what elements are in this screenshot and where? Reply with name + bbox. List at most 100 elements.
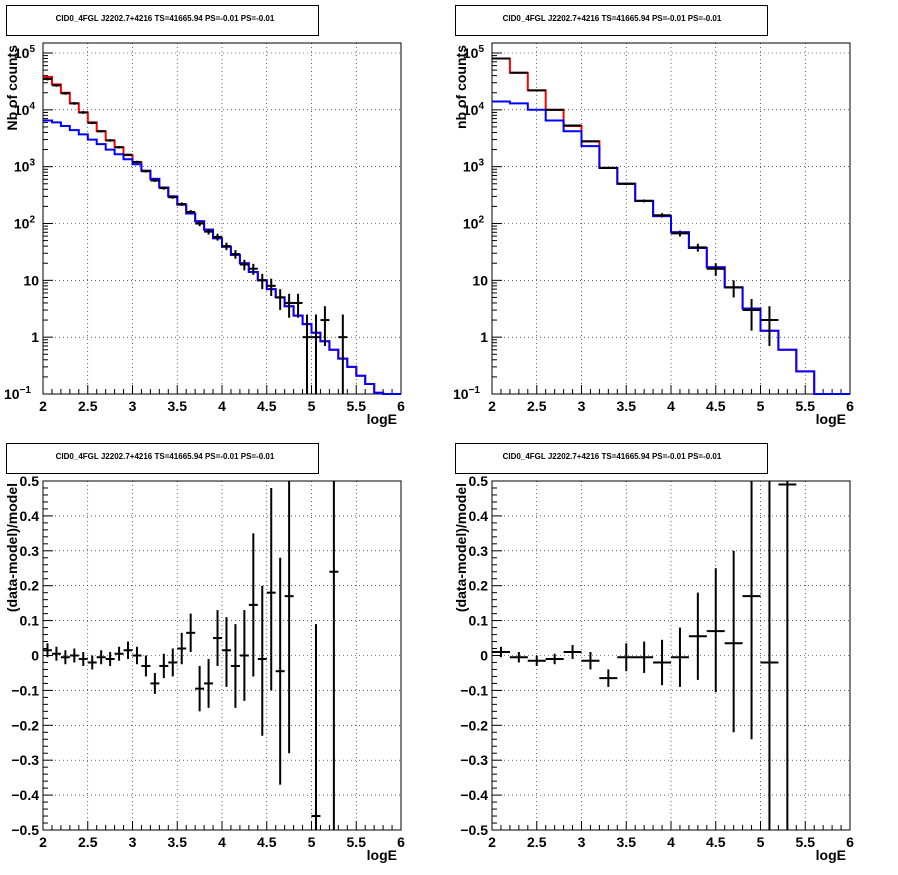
data-point	[545, 108, 564, 111]
data-point	[275, 557, 285, 785]
data-point	[177, 202, 187, 206]
y-tick-label: 0.1	[469, 613, 489, 629]
data-point	[257, 585, 267, 736]
data-point	[688, 243, 707, 252]
x-tick-label: 3	[578, 398, 586, 414]
data-point	[78, 111, 88, 114]
x-tick-label: 2.5	[78, 834, 98, 850]
x-tick-label: 4	[667, 398, 675, 414]
chart-title: CID0_4FGL J2202.7+4216 TS=41665.94 PS=-0…	[56, 452, 275, 461]
data-point	[527, 655, 546, 666]
x-tick-label: 3	[129, 834, 137, 850]
data-point	[760, 481, 779, 830]
y-tick-label: 104	[463, 101, 485, 118]
data-point	[545, 653, 564, 665]
data-point	[284, 293, 294, 318]
x-tick-label: 5	[308, 834, 316, 850]
data-point	[60, 650, 70, 665]
y-tick-label: 0.2	[469, 578, 489, 594]
y-tick-label: −0.4	[11, 787, 39, 803]
y-tick-label: 10	[23, 272, 39, 288]
x-tick-label: 2	[39, 834, 47, 850]
data-point	[213, 610, 223, 666]
y-tick-label: −0.3	[11, 752, 39, 768]
data-point	[195, 221, 205, 227]
data-point	[509, 652, 528, 663]
data-point	[230, 624, 240, 708]
x-tick-label: 5	[757, 398, 765, 414]
data-point	[87, 121, 97, 125]
x-tick-label: 5.5	[796, 398, 816, 414]
data-point	[248, 263, 258, 275]
x-tick-label: 3.5	[617, 834, 637, 850]
y-tick-label: 103	[14, 158, 36, 175]
data-point	[509, 71, 528, 74]
x-tick-label: 2.5	[78, 398, 98, 414]
model-series-source	[43, 119, 401, 395]
data-point	[320, 306, 330, 346]
title-box	[455, 443, 768, 474]
data-point	[581, 652, 600, 670]
data-point	[114, 146, 124, 149]
data-point	[329, 481, 339, 830]
data-point	[123, 153, 133, 157]
data-point	[311, 314, 321, 394]
data-point	[302, 314, 312, 394]
data-point	[266, 278, 276, 297]
x-tick-label: 4	[218, 834, 226, 850]
data-point	[123, 641, 133, 659]
title-box	[6, 5, 319, 36]
y-tick-label: 1	[480, 329, 488, 345]
chart-title: CID0_4FGL J2202.7+4216 TS=41665.94 PS=-0…	[503, 452, 722, 461]
x-tick-label: 2.5	[527, 398, 547, 414]
data-point	[96, 130, 106, 133]
data-point	[42, 643, 52, 658]
title-box	[6, 443, 319, 474]
data-point	[141, 170, 151, 173]
y-tick-label: 0.3	[20, 543, 40, 559]
x-tick-label: 4.5	[706, 398, 726, 414]
data-point	[239, 610, 249, 701]
chart-panel-4: CID0_4FGL J2202.7+4216 TS=41665.94 PS=-0…	[453, 443, 854, 863]
x-tick-label: 5.5	[796, 834, 816, 850]
data-point	[51, 83, 61, 87]
data-point	[168, 648, 178, 677]
data-point	[706, 568, 725, 693]
chart-panel-3: CID0_4FGL J2202.7+4216 TS=41665.94 PS=-0…	[4, 443, 405, 863]
data-point	[230, 250, 240, 259]
x-axis-label: logE	[816, 847, 846, 863]
data-point	[78, 652, 88, 666]
x-tick-label: 6	[397, 834, 405, 850]
plot-frame	[491, 480, 851, 831]
x-tick-label: 3.5	[168, 398, 188, 414]
x-tick-label: 3	[578, 834, 586, 850]
chart-title: CID0_4FGL J2202.7+4216 TS=41665.94 PS=-0…	[503, 14, 722, 23]
data-point	[195, 665, 205, 712]
title-box	[455, 5, 768, 36]
y-tick-label: 10−1	[4, 385, 31, 402]
chart-panel-1: CID0_4FGL J2202.7+4216 TS=41665.94 PS=-0…	[4, 5, 405, 427]
plot-frame	[42, 480, 402, 831]
y-axis-label: (data-model)/model	[4, 483, 20, 612]
x-tick-label: 5.5	[347, 834, 367, 850]
y-tick-label: 0.1	[20, 613, 40, 629]
chart-title: CID0_4FGL J2202.7+4216 TS=41665.94 PS=-0…	[56, 14, 275, 23]
x-axis-label: logE	[367, 411, 397, 427]
data-point	[159, 653, 169, 679]
data-point	[742, 481, 761, 740]
y-tick-label: 10−1	[453, 385, 480, 402]
data-point	[105, 652, 115, 666]
y-tick-label: −0.1	[11, 682, 39, 698]
data-point	[186, 613, 196, 653]
data-point	[221, 242, 231, 251]
y-tick-label: 0.4	[20, 508, 40, 524]
data-point	[69, 648, 79, 663]
data-point	[635, 199, 654, 203]
data-point	[177, 632, 187, 665]
y-tick-label: 0.4	[469, 508, 489, 524]
data-point	[275, 289, 285, 311]
data-point	[150, 672, 160, 694]
data-point	[653, 213, 672, 218]
x-tick-label: 6	[846, 398, 854, 414]
y-tick-label: −0.3	[460, 752, 488, 768]
